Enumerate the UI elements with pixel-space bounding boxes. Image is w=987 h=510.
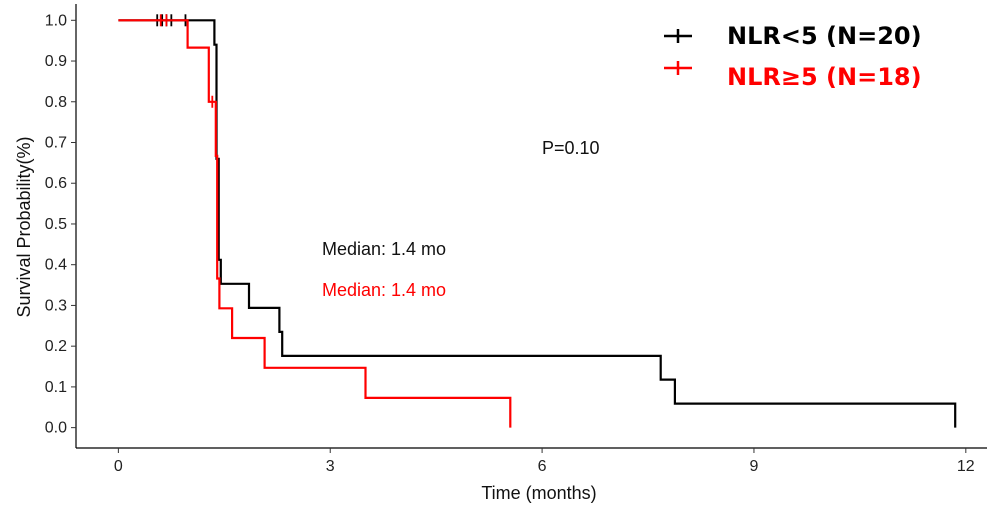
legend-item-nlr-low: NLR<5 (N=20) — [664, 22, 922, 50]
legend-label-nlr-high: NLR≥5 (N=18) — [727, 63, 922, 91]
x-tick-label: 9 — [750, 458, 759, 475]
y-tick-label: 0.3 — [45, 297, 67, 314]
survival-curve-nlr-low — [118, 19, 957, 428]
x-tick-label: 3 — [326, 458, 335, 475]
y-tick-label: 0.0 — [45, 420, 67, 437]
y-tick-label: 0.4 — [45, 257, 67, 274]
survival-curve-nlr-high — [118, 19, 512, 428]
axes: 0.0 0.1 0.2 0.3 0.4 0.5 0.6 0.7 0.8 0.9 1.0 0 3 6 9 12 — [45, 4, 987, 475]
legend-item-nlr-high: NLR≥5 (N=18) — [664, 61, 922, 91]
y-tick-label: 0.1 — [45, 379, 67, 396]
p-value-annotation: P=0.10 — [542, 138, 600, 158]
series-nlr-high — [118, 14, 512, 428]
median-annotation-nlr-low: Median: 1.4 mo — [322, 239, 446, 259]
x-tick-label: 12 — [957, 458, 975, 475]
y-tick-label: 1.0 — [45, 12, 67, 29]
y-tick-label: 0.7 — [45, 134, 67, 151]
x-tick-label: 0 — [114, 458, 123, 475]
series-layer — [118, 14, 957, 428]
y-tick-label: 0.6 — [45, 175, 67, 192]
y-tick-label: 0.8 — [45, 94, 67, 111]
y-axis-title: Survival Probability(%) — [14, 136, 34, 317]
y-tick-label: 0.2 — [45, 338, 67, 355]
legend-label-nlr-low: NLR<5 (N=20) — [727, 22, 922, 50]
legend: NLR<5 (N=20) NLR≥5 (N=18) — [664, 22, 922, 91]
x-axis-title: Time (months) — [481, 483, 596, 503]
y-tick-label: 0.5 — [45, 216, 67, 233]
y-tick-label: 0.9 — [45, 53, 67, 70]
x-tick-label: 6 — [538, 458, 547, 475]
median-annotation-nlr-high: Median: 1.4 mo — [322, 280, 446, 300]
